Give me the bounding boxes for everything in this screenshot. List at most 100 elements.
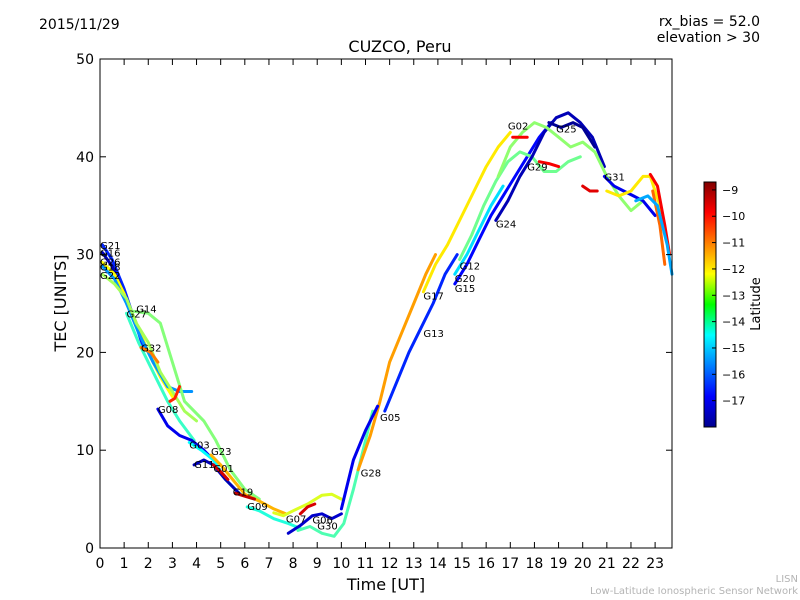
y-tick-label: 40	[76, 150, 94, 166]
series-g15	[453, 121, 553, 286]
prn-label-g03: G03	[189, 440, 209, 451]
prn-label-g13: G13	[423, 329, 443, 340]
x-tick-label: 7	[264, 556, 273, 572]
rx-bias-label: rx_bias = 52.0	[658, 14, 760, 30]
prn-label-g14: G14	[136, 304, 156, 315]
prn-label-g11: G11	[194, 460, 214, 471]
series-g12	[458, 150, 582, 261]
series-g24	[494, 111, 606, 222]
y-tick-label: 30	[76, 248, 94, 264]
y-tick-label: 20	[76, 345, 94, 361]
prn-label-g31: G31	[604, 172, 624, 183]
x-tick-label: 10	[332, 556, 350, 572]
colorbar-tick-label: −14	[722, 316, 745, 329]
colorbar	[703, 181, 717, 428]
prn-label-g01: G01	[213, 464, 233, 475]
series-g25	[547, 121, 597, 149]
prn-label-g19: G19	[233, 487, 253, 498]
y-axis-label: TEC [UNITS]	[51, 255, 70, 353]
prn-label-g29: G29	[527, 163, 547, 174]
series-g13	[383, 253, 459, 413]
colorbar-tick-label: −11	[722, 237, 745, 250]
x-tick-label: 17	[501, 556, 519, 572]
x-tick-label: 6	[240, 556, 249, 572]
series-g17	[421, 130, 512, 294]
y-tick-label: 0	[85, 541, 94, 557]
colorbar-tick-label: −9	[722, 184, 738, 197]
x-tick-label: 22	[622, 556, 640, 572]
x-tick-label: 23	[646, 556, 664, 572]
series-g19	[233, 491, 256, 501]
y-tick-label: 50	[76, 52, 94, 68]
x-ticks: 0 1 2 3 4 5 6 7 8 9 10 11 12 13 14 15 16 17 18 19 20 21 22 23	[96, 59, 664, 572]
prn-label-g25: G25	[556, 124, 576, 135]
prn-label-g17: G17	[423, 292, 443, 303]
series-g05	[339, 404, 380, 511]
series-trace-36	[168, 385, 182, 403]
prn-label-g06: G06	[312, 516, 332, 527]
prn-label-g28: G28	[361, 469, 381, 480]
x-tick-label: 1	[120, 556, 129, 572]
x-tick-label: 19	[550, 556, 568, 572]
series-g32	[139, 346, 160, 364]
x-tick-label: 11	[357, 556, 375, 572]
series-layer	[100, 111, 674, 538]
prn-label-g26: G26	[100, 257, 120, 268]
colorbar-tick-label: −15	[722, 342, 745, 355]
rx-bias-info: rx_bias = 52.0 elevation > 30	[657, 14, 760, 46]
prn-label-g12: G12	[460, 261, 480, 272]
series-g27	[125, 311, 196, 442]
x-tick-label: 9	[313, 556, 322, 572]
x-tick-label: 20	[574, 556, 592, 572]
prn-label-g18: G18	[100, 262, 120, 273]
x-tick-label: 15	[453, 556, 471, 572]
colorbar-ticks: −9 −10 −11 −12 −13 −14 −15 −16 −17	[712, 184, 745, 408]
colorbar-tick-label: −17	[722, 395, 745, 408]
series-g06	[286, 512, 343, 535]
x-tick-label: 0	[96, 556, 105, 572]
series-g09	[245, 505, 302, 530]
y-ticks: 0 10 20 30 40 50	[76, 52, 672, 557]
plot-frame	[99, 58, 673, 549]
colorbar-tick-label: −16	[722, 368, 745, 381]
colorbar-label: Latitude	[749, 277, 764, 331]
prn-label-g08: G08	[158, 405, 178, 416]
prn-label-g07: G07	[286, 515, 306, 526]
credit-block: LISN Low-Latitude Ionospheric Sensor Net…	[590, 574, 798, 598]
prn-label-g30: G30	[317, 522, 337, 533]
series-g28	[356, 253, 437, 472]
x-tick-label: 13	[405, 556, 423, 572]
prn-label-g02: G02	[508, 122, 528, 133]
credit-lisn: LISN	[775, 574, 798, 585]
credit-network: Low-Latitude Ionospheric Sensor Network	[590, 586, 798, 597]
x-axis-label: Time [UT]	[346, 575, 425, 594]
x-tick-label: 8	[289, 556, 298, 572]
chart-title: CUZCO, Peru	[348, 37, 452, 56]
prn-label-g05: G05	[380, 413, 400, 424]
prn-label-g09: G09	[247, 502, 267, 513]
prn-label-g22: G22	[100, 271, 120, 282]
series-trace-34	[581, 184, 599, 193]
x-tick-label: 3	[168, 556, 177, 572]
series-g14	[132, 309, 261, 501]
series-g29	[537, 160, 561, 169]
x-tick-label: 4	[192, 556, 201, 572]
colorbar-tick-label: −13	[722, 289, 745, 302]
x-tick-label: 5	[216, 556, 225, 572]
prn-label-g23: G23	[211, 447, 231, 458]
prn-label-g15: G15	[455, 284, 475, 295]
series-g22	[100, 272, 198, 423]
elevation-label: elevation > 30	[656, 30, 760, 46]
colorbar-tick-label: −10	[722, 210, 745, 223]
series-trace-37	[298, 502, 317, 516]
x-tick-label: 18	[526, 556, 544, 572]
prn-label-g20: G20	[455, 274, 475, 285]
x-tick-label: 12	[381, 556, 399, 572]
x-tick-label: 21	[598, 556, 616, 572]
x-tick-label: 14	[429, 556, 447, 572]
date-label: 2015/11/29	[39, 17, 120, 33]
prn-label-g27: G27	[127, 309, 147, 320]
prn-label-g16: G16	[100, 249, 120, 260]
prn-label-g21: G21	[100, 241, 120, 252]
